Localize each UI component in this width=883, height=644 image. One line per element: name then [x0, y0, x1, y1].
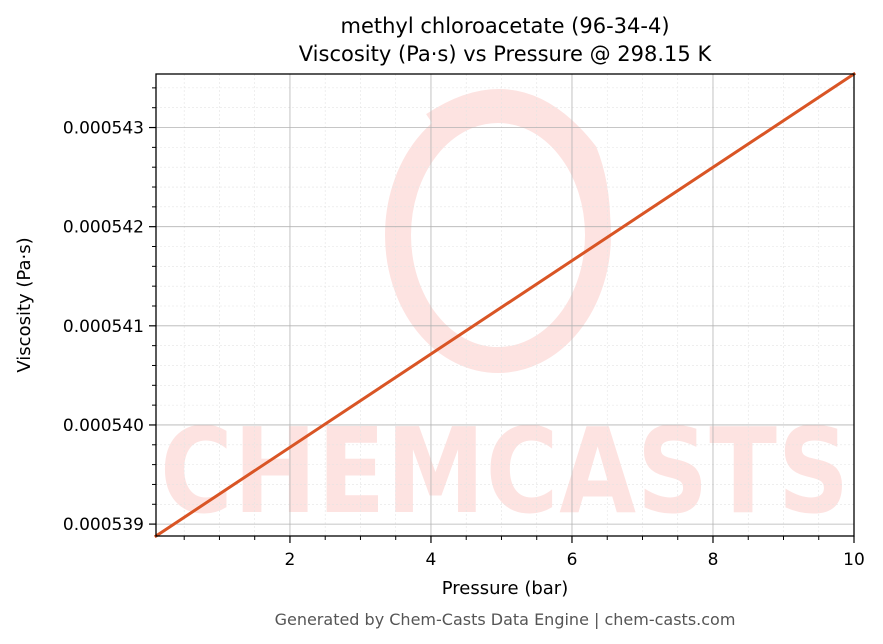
- x-tick-label: 4: [426, 550, 437, 570]
- watermark-logo-swoosh: [426, 89, 611, 271]
- plot-frame: [155, 73, 855, 537]
- series-layer: [153, 71, 857, 539]
- x-axis-label: Pressure (bar): [442, 578, 568, 599]
- y-tick-label: 0.000543: [63, 119, 144, 139]
- x-tick-label: 2: [285, 550, 296, 570]
- x-tick-labels: 2 4 6 8 10: [285, 550, 865, 570]
- major-grid: [156, 74, 855, 536]
- y-tick-label: 0.000539: [63, 515, 144, 535]
- x-tick-label: 8: [708, 550, 719, 570]
- watermark-text: CHEMCASTS: [160, 402, 850, 540]
- y-tick-label: 0.000542: [63, 218, 144, 238]
- footer-credit: Generated by Chem-Casts Data Engine | ch…: [275, 610, 736, 629]
- x-tick-label: 6: [567, 550, 578, 570]
- chemcasts-watermark: CHEMCASTS: [160, 89, 850, 540]
- y-tick-label: 0.000540: [63, 416, 144, 436]
- y-tick-label: 0.000541: [63, 317, 144, 337]
- y-axis-label: Viscosity (Pa·s): [14, 237, 35, 372]
- chart-title: methyl chloroacetate (96-34-4): [340, 14, 669, 38]
- x-tick-label: 10: [843, 550, 865, 570]
- minor-grid: [156, 74, 854, 536]
- y-tick-labels: 0.000539 0.000540 0.000541 0.000542 0.000543: [63, 119, 144, 536]
- chart-subtitle: Viscosity (Pa·s) vs Pressure @ 298.15 K: [299, 42, 713, 66]
- viscosity-series-line: [153, 71, 857, 539]
- axis-ticks: [149, 87, 855, 543]
